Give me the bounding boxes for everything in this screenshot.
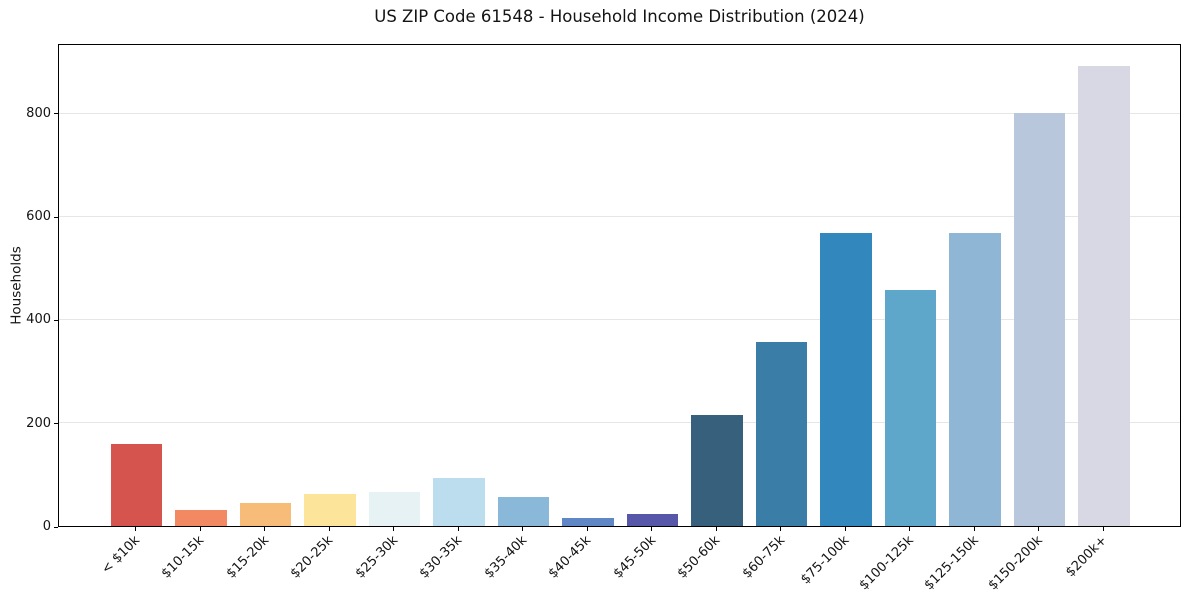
bar-$45-50k <box>626 513 679 526</box>
x-tick-label-$150-200k: $150-200k <box>985 533 1047 590</box>
bar-$30-35k <box>433 477 485 526</box>
y-tick-label-0: 0 <box>42 519 51 534</box>
bar-$200k+ <box>1078 66 1130 526</box>
x-tick-label-$60-75k: $60-75k <box>739 533 789 582</box>
y-tick-400 <box>54 319 58 321</box>
bar-$100-125k <box>884 289 937 526</box>
x-tick-$25-30k <box>393 527 394 531</box>
x-tick-label-$125-150k: $125-150k <box>921 533 982 590</box>
x-tick-$200k+ <box>1102 527 1104 531</box>
chart-title: US ZIP Code 61548 - Household Income Dis… <box>374 7 865 26</box>
plot-area <box>58 44 1181 527</box>
bar-$125-150k <box>949 232 1001 526</box>
x-tick-$75-100k <box>844 527 846 531</box>
gridline-800 <box>59 113 1180 115</box>
y-tick-0 <box>54 526 58 528</box>
bar-$75-100k <box>820 232 872 526</box>
x-tick-label-$15-20k: $15-20k <box>223 533 273 582</box>
x-tick-label-$20-25k: $20-25k <box>288 533 337 582</box>
x-tick-label-$100-125k: $100-125k <box>856 533 918 590</box>
x-tick-label-$10-15k: $10-15k <box>159 533 208 582</box>
gridline-400 <box>59 319 1180 321</box>
x-tick-$150-200k <box>1038 527 1039 531</box>
y-tick-600 <box>54 216 58 218</box>
x-tick-$20-25k <box>328 527 330 531</box>
x-tick-label-< $10k: < $10k <box>99 533 144 578</box>
x-tick-< $10k <box>135 527 136 531</box>
bar-$150-200k <box>1013 112 1066 526</box>
x-tick-$40-45k <box>586 527 588 531</box>
y-tick-label-400: 400 <box>26 312 51 328</box>
x-tick-label-$35-40k: $35-40k <box>481 533 531 582</box>
bar-$25-30k <box>368 491 421 526</box>
x-tick-label-$45-50k: $45-50k <box>610 533 660 582</box>
x-tick-$10-15k <box>199 527 201 531</box>
gridline-600 <box>59 216 1180 218</box>
x-tick-$125-150k <box>973 527 975 531</box>
x-tick-$30-35k <box>457 527 459 531</box>
x-tick-$35-40k <box>522 527 523 531</box>
x-tick-$60-75k <box>780 527 781 531</box>
x-tick-$50-60k <box>715 527 717 531</box>
x-tick-$45-50k <box>651 527 652 531</box>
x-tick-label-$75-100k: $75-100k <box>798 533 853 588</box>
y-tick-800 <box>54 113 58 115</box>
bar-$20-25k <box>304 493 356 526</box>
x-tick-$15-20k <box>264 527 265 531</box>
bar-< $10k <box>110 443 163 526</box>
gridline-200 <box>59 422 1180 424</box>
x-tick-label-$200k+: $200k+ <box>1063 533 1111 581</box>
x-tick-label-$25-30k: $25-30k <box>352 533 402 582</box>
x-tick-label-$50-60k: $50-60k <box>675 533 724 582</box>
y-tick-label-800: 800 <box>26 105 51 121</box>
bar-$60-75k <box>755 341 808 526</box>
y-tick-200 <box>54 423 58 425</box>
x-tick-label-$40-45k: $40-45k <box>546 533 595 582</box>
bar-$10-15k <box>175 510 227 526</box>
y-tick-label-200: 200 <box>26 415 51 431</box>
y-tick-label-600: 600 <box>26 209 51 225</box>
bar-$40-45k <box>562 517 614 526</box>
x-tick-label-$30-35k: $30-35k <box>417 533 466 582</box>
bar-$50-60k <box>691 414 743 526</box>
bar-$35-40k <box>497 497 550 526</box>
bar-$15-20k <box>239 502 292 526</box>
x-tick-$100-125k <box>909 527 910 531</box>
